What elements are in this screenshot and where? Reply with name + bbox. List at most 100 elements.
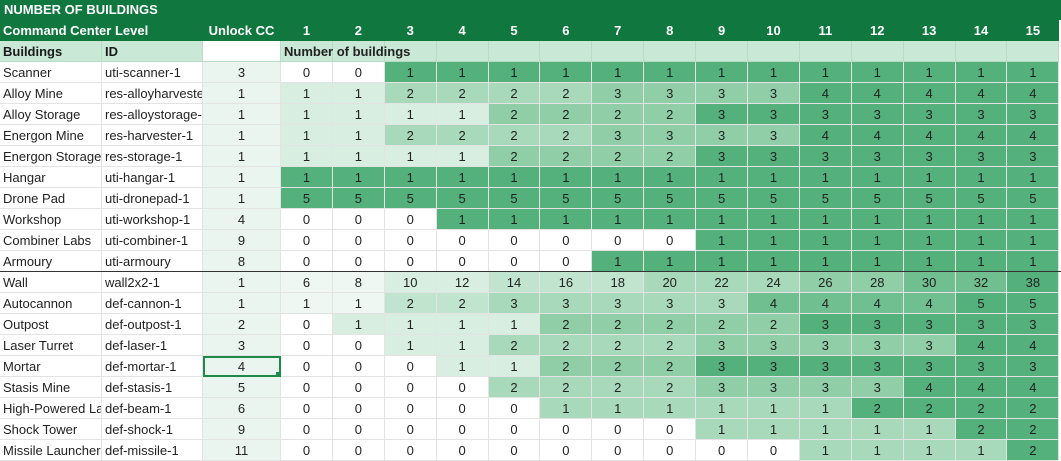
count-cell[interactable]: 22	[696, 272, 749, 293]
count-cell[interactable]: 0	[436, 440, 489, 461]
unlock-cc-cell[interactable]: 5	[203, 377, 281, 398]
unlock-cc-cell[interactable]: 1	[203, 188, 281, 209]
count-cell[interactable]: 4	[799, 125, 852, 146]
count-cell[interactable]: 2	[592, 356, 645, 377]
count-cell[interactable]: 2	[384, 293, 437, 314]
count-cell[interactable]: 1	[903, 251, 956, 272]
count-cell[interactable]: 0	[592, 419, 645, 440]
count-cell[interactable]: 5	[851, 188, 904, 209]
level-header-15[interactable]: 15	[1007, 20, 1060, 41]
count-cell[interactable]: 3	[903, 335, 956, 356]
count-cell[interactable]: 1	[592, 209, 645, 230]
count-cell[interactable]: 3	[644, 293, 697, 314]
count-cell[interactable]: 1	[644, 62, 697, 83]
count-cell[interactable]: 0	[540, 230, 593, 251]
subheader-buildings[interactable]: Buildings	[0, 41, 102, 62]
unlock-cc-cell[interactable]: 1	[203, 125, 281, 146]
count-cell[interactable]: 1	[799, 419, 852, 440]
count-cell[interactable]: 3	[799, 314, 852, 335]
building-name-cell[interactable]: Stasis Mine	[0, 377, 102, 398]
count-cell[interactable]: 1	[799, 398, 852, 419]
count-cell[interactable]: 38	[1007, 272, 1060, 293]
count-cell[interactable]: 0	[384, 230, 437, 251]
count-cell[interactable]: 1	[696, 167, 749, 188]
level-header-5[interactable]: 5	[488, 20, 541, 41]
building-name-cell[interactable]: Workshop	[0, 209, 102, 230]
count-cell[interactable]: 2	[540, 125, 593, 146]
building-id-cell[interactable]: def-mortar-1	[102, 356, 203, 377]
count-cell[interactable]: 3	[1007, 314, 1060, 335]
count-cell[interactable]: 2	[436, 293, 489, 314]
count-cell[interactable]: 2	[644, 146, 697, 167]
count-cell[interactable]: 2	[488, 146, 541, 167]
count-cell[interactable]: 4	[851, 293, 904, 314]
count-cell[interactable]: 1	[488, 62, 541, 83]
count-cell[interactable]: 1	[903, 209, 956, 230]
count-cell[interactable]: 32	[955, 272, 1008, 293]
count-cell[interactable]: 3	[903, 314, 956, 335]
count-cell[interactable]: 2	[488, 335, 541, 356]
count-cell[interactable]: 0	[436, 377, 489, 398]
count-cell[interactable]: 0	[384, 419, 437, 440]
count-cell[interactable]: 0	[332, 398, 385, 419]
count-cell[interactable]: 3	[955, 104, 1008, 125]
count-cell[interactable]: 2	[540, 146, 593, 167]
count-cell[interactable]: 0	[281, 230, 333, 251]
count-cell[interactable]: 20	[644, 272, 697, 293]
count-cell[interactable]: 0	[644, 230, 697, 251]
subheader-level-cell[interactable]	[851, 41, 904, 62]
count-cell[interactable]: 3	[955, 356, 1008, 377]
count-cell[interactable]: 3	[955, 146, 1008, 167]
count-cell[interactable]: 1	[1007, 62, 1060, 83]
count-cell[interactable]: 3	[851, 104, 904, 125]
level-header-13[interactable]: 13	[903, 20, 956, 41]
count-cell[interactable]: 3	[851, 377, 904, 398]
count-cell[interactable]: 3	[903, 104, 956, 125]
count-cell[interactable]: 0	[332, 251, 385, 272]
count-cell[interactable]: 16	[540, 272, 593, 293]
count-cell[interactable]: 2	[955, 398, 1008, 419]
count-cell[interactable]: 1	[540, 62, 593, 83]
subheader-level-cell[interactable]	[1007, 41, 1060, 62]
count-cell[interactable]: 1	[1007, 251, 1060, 272]
count-cell[interactable]: 3	[644, 83, 697, 104]
count-cell[interactable]: 1	[955, 167, 1008, 188]
count-cell[interactable]: 2	[644, 335, 697, 356]
building-id-cell[interactable]: res-storage-1	[102, 146, 203, 167]
count-cell[interactable]: 3	[851, 314, 904, 335]
count-cell[interactable]: 1	[696, 62, 749, 83]
count-cell[interactable]: 1	[903, 230, 956, 251]
count-cell[interactable]: 1	[955, 251, 1008, 272]
count-cell[interactable]: 4	[903, 377, 956, 398]
count-cell[interactable]: 0	[384, 377, 437, 398]
building-name-cell[interactable]: Outpost	[0, 314, 102, 335]
count-cell[interactable]: 1	[592, 62, 645, 83]
count-cell[interactable]: 6	[281, 272, 333, 293]
count-cell[interactable]: 5	[540, 188, 593, 209]
count-cell[interactable]: 1	[332, 314, 385, 335]
level-header-12[interactable]: 12	[851, 20, 904, 41]
header-label[interactable]: Command Center Level	[0, 20, 203, 41]
count-cell[interactable]: 1	[955, 230, 1008, 251]
count-cell[interactable]: 5	[1007, 293, 1060, 314]
unlock-cc-cell[interactable]: 1	[203, 83, 281, 104]
building-name-cell[interactable]: Wall	[0, 272, 102, 293]
count-cell[interactable]: 0	[281, 356, 333, 377]
level-header-14[interactable]: 14	[955, 20, 1008, 41]
count-cell[interactable]: 4	[955, 125, 1008, 146]
count-cell[interactable]: 1	[436, 167, 489, 188]
count-cell[interactable]: 2	[644, 104, 697, 125]
building-id-cell[interactable]: uti-dronepad-1	[102, 188, 203, 209]
building-id-cell[interactable]: uti-combiner-1	[102, 230, 203, 251]
unlock-cc-cell[interactable]: 1	[203, 293, 281, 314]
unlock-cc-cell[interactable]: 3	[203, 62, 281, 83]
subheader-level-cell[interactable]	[281, 41, 333, 62]
count-cell[interactable]: 1	[955, 62, 1008, 83]
count-cell[interactable]: 0	[332, 419, 385, 440]
count-cell[interactable]: 1	[436, 62, 489, 83]
building-id-cell[interactable]: uti-scanner-1	[102, 62, 203, 83]
count-cell[interactable]: 2	[644, 356, 697, 377]
subheader-level-cell[interactable]	[488, 41, 541, 62]
count-cell[interactable]: 2	[540, 335, 593, 356]
count-cell[interactable]: 1	[281, 146, 333, 167]
